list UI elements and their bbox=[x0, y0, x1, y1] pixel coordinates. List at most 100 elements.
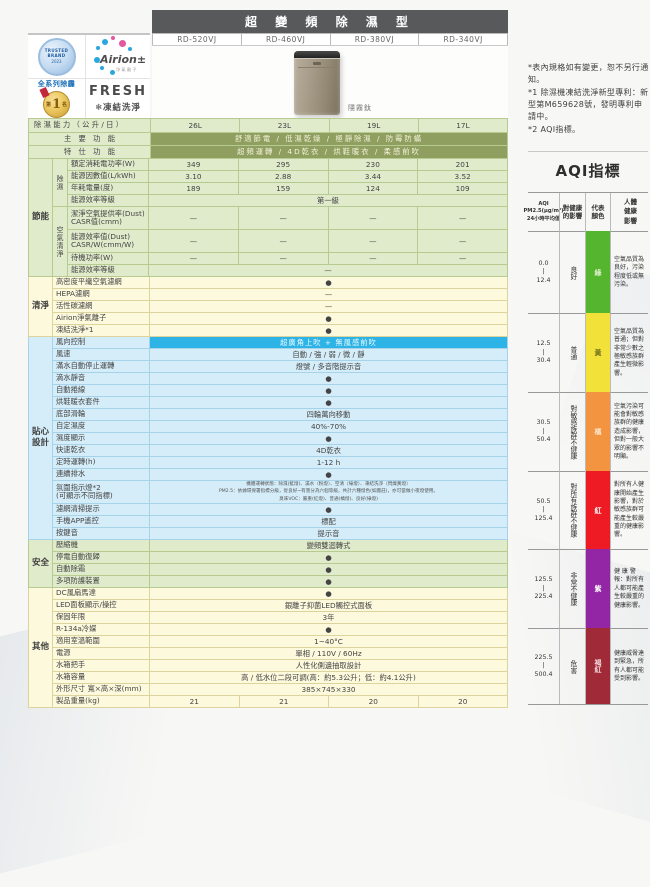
spec-value-cell: — bbox=[327, 230, 418, 252]
airion-dot-icon bbox=[100, 66, 104, 70]
spec-row-label: 濕度顯示 bbox=[56, 433, 86, 443]
spec-value-span: ● bbox=[149, 504, 507, 515]
product-category-title: 超 變 頻 除 濕 型 bbox=[152, 10, 508, 33]
spec-value-span: 40%-70% bbox=[149, 421, 507, 432]
model-names-row: RD-520VJ RD-460VJ RD-380VJ RD-340VJ bbox=[152, 33, 508, 46]
spec-value-cell: — bbox=[417, 230, 507, 252]
spec-row-label: 風向控制 bbox=[56, 337, 86, 347]
aqi-impact-cell: 對敏感族群不健康 bbox=[559, 392, 585, 471]
spec-value-cell: — bbox=[327, 207, 418, 229]
product-color-label: 隱霧鈦 bbox=[348, 104, 372, 112]
spec-value-span: ● bbox=[149, 552, 507, 563]
spec-row-label: 高密度平織空氣濾網 bbox=[56, 277, 122, 287]
spec-value-cell: — bbox=[237, 230, 328, 252]
spec-value-cell: — bbox=[237, 207, 328, 229]
spec-row-label: LED面板顯示/操控 bbox=[56, 600, 117, 610]
fresh-cell: FRESH ❄凍結洗淨 bbox=[86, 79, 150, 118]
spec-row-label: DC風扇馬達 bbox=[56, 588, 96, 598]
aqi-header-row: AQI PM2.5(μg/m³) 24小時平均值 對健康 的影響 代表 顏色 人體 健… bbox=[523, 193, 648, 231]
section-safety: 安全 壓縮機 變頻雙迴轉式 停電自動復歸 ● 自動除霜 ● 多項防護裝置 ● bbox=[28, 540, 508, 588]
spec-value-span: ● bbox=[149, 433, 507, 444]
section-rows: 高密度平織空氣濾網 ● HEPA濾網 — 活性碳濾網 — Airion淨氣離子 ● 凍結洗淨*1… bbox=[53, 277, 507, 337]
spec-row: 特 仕 功 能 超頻運轉 / 4D乾衣 / 烘鞋暖衣 / 柔感前吹 bbox=[29, 146, 507, 159]
spec-value-cell: 3.10 bbox=[148, 171, 238, 182]
spec-value-span: ● bbox=[149, 385, 507, 396]
spec-value-span: 標配 bbox=[149, 516, 507, 527]
spec-row-label: 多項防護裝置 bbox=[56, 576, 100, 586]
spec-values: 21 21 20 20 bbox=[149, 696, 507, 707]
spec-value-cell: 3.52 bbox=[417, 171, 507, 182]
spec-value-span: 單相 / 110V / 60Hz bbox=[149, 648, 507, 659]
spec-row-label: 連續排水 bbox=[56, 469, 86, 479]
aqi-range-cell: 50.5 | 125.4 bbox=[528, 471, 559, 549]
spec-row: 氛圍指示燈*2 (可顯示不同指標) 機體運轉狀態：除濕(藍燈)、滿水（粉燈）、空清… bbox=[53, 481, 507, 504]
spec-value-span: ● bbox=[149, 373, 507, 384]
spec-row: 滿水自動停止運轉 燈號 / 多音階提示音 bbox=[53, 361, 507, 373]
spec-value-span: 人性化側邊抽取設計 bbox=[149, 660, 507, 671]
aqi-range-cell: 12.5 | 30.4 bbox=[528, 313, 559, 392]
spec-value-cell: — bbox=[237, 253, 328, 264]
spec-row: R-134a冷媒 ● bbox=[53, 624, 507, 636]
spec-row-label: 滴水靜音 bbox=[56, 373, 86, 383]
aqi-header-cell: 對健康 的影響 bbox=[559, 193, 585, 231]
spec-row: 手機APP遙控 標配 bbox=[53, 516, 507, 528]
spec-row: 電源 單相 / 110V / 60Hz bbox=[53, 648, 507, 660]
spec-row-label: 滿水自動停止運轉 bbox=[56, 361, 115, 371]
spec-value-span: ● bbox=[149, 624, 507, 635]
spec-values: 349 295 230 201 bbox=[148, 159, 507, 170]
aqi-row: 30.5 | 50.4 對敏感族群不健康橘空氣污染可能會對敏感族群的健康造成影響，… bbox=[528, 392, 648, 471]
spec-value-span: 1~40°C bbox=[149, 636, 507, 647]
spec-table: 除 濕 能 力 （ 公 升 / 日 ） 26L 23L 19L 17L 主 要 功 能 舒適… bbox=[28, 118, 508, 708]
spec-row: 年耗電量(度) 189 159 124 109 bbox=[68, 183, 507, 195]
spec-row: 能源效率等級 — bbox=[68, 265, 507, 277]
spec-value-cell: 21 bbox=[238, 696, 329, 707]
aqi-impact-cell: 危害 bbox=[559, 628, 585, 704]
spec-value-span: ● bbox=[149, 564, 507, 575]
trusted-brand-cell: TRUSTED BRAND 2023 bbox=[28, 35, 86, 79]
aqi-range-cell: 0.0 | 12.4 bbox=[528, 231, 559, 313]
aqi-table: AQI PM2.5(μg/m³) 24小時平均值 對健康 的影響 代表 顏色 人體 健… bbox=[523, 192, 648, 705]
spec-row-label: 能源因數值(L/kWh) bbox=[71, 171, 136, 181]
spec-value-cell: 109 bbox=[417, 183, 507, 194]
spec-row: 壓縮機 變頻雙迴轉式 bbox=[53, 540, 507, 552]
spec-row: 待機功率(W) — — — — bbox=[68, 253, 507, 265]
spec-value-cell: 230 bbox=[327, 159, 418, 170]
aqi-impact-cell: 非常不健康 bbox=[559, 549, 585, 628]
spec-row-label: 能源效率值(Dust) CASR/W(cmm/W) bbox=[71, 231, 135, 249]
spec-value-cell: 17L bbox=[417, 119, 507, 132]
airion-dot-icon bbox=[119, 40, 126, 47]
subsection-rows: 潔淨空氣提供率(Dust) CASR值(cmm) — — — — 能源效率值(Dust) … bbox=[68, 207, 507, 277]
spec-values: — — — — bbox=[148, 207, 507, 229]
spec-row: 製品重量(kg) 21 21 20 20 bbox=[53, 696, 507, 708]
spec-value-cell: — bbox=[417, 253, 507, 264]
spec-row: 潔淨空氣提供率(Dust) CASR值(cmm) — — — — bbox=[68, 207, 507, 230]
model-name: RD-520VJ bbox=[152, 34, 242, 45]
spec-row: 底部滑輪 四輪萬向移動 bbox=[53, 409, 507, 421]
airion-dot-icon bbox=[102, 39, 108, 45]
medal-text: 名 bbox=[62, 102, 68, 108]
aqi-row: 50.5 | 125.4 對所有族群不健康紅對所有人健康開始產生影響，對於敏感族群… bbox=[528, 471, 648, 549]
aqi-header-cell: AQI PM2.5(μg/m³) 24小時平均值 bbox=[523, 201, 564, 222]
fresh-logo: FRESH bbox=[88, 84, 147, 99]
spec-value-span: 高 / 低水位二段可調(高：約5.3公升；低：約4.1公升) bbox=[149, 672, 507, 683]
spec-row: 連續排水 ● bbox=[53, 469, 507, 481]
spec-values: 3.10 2.88 3.44 3.52 bbox=[148, 171, 507, 182]
aqi-color-cell: 紫 bbox=[585, 549, 610, 628]
airion-dot-icon bbox=[94, 57, 100, 63]
spec-value-cell: 295 bbox=[237, 159, 328, 170]
spec-row-label: 待機功率(W) bbox=[71, 253, 114, 263]
spec-row: 能源因數值(L/kWh) 3.10 2.88 3.44 3.52 bbox=[68, 171, 507, 183]
spec-value-span: 變頻雙迴轉式 bbox=[149, 540, 507, 551]
spec-values: 26L 23L 19L 17L bbox=[150, 119, 507, 132]
spec-row: 滴水靜音 ● bbox=[53, 373, 507, 385]
spec-row-label: 手機APP遙控 bbox=[56, 516, 99, 526]
spec-row-label: 自動捲線 bbox=[56, 385, 86, 395]
trusted-brand-text: TRUSTED BRAND bbox=[44, 47, 69, 58]
spec-row-label: 能源效率等級 bbox=[71, 195, 115, 205]
spec-value-span: 舒適節電 / 低濕乾燥 / 極靜除濕 / 防霉防蟎 bbox=[150, 133, 507, 145]
spec-value-span: ● bbox=[149, 469, 507, 480]
aqi-desc-cell: 空氣品質為普通；但對非常少數之極敏感族群產生輕微影響。 bbox=[610, 313, 648, 392]
spec-row: 活性碳濾網 — bbox=[53, 301, 507, 313]
spec-row-label: 烘鞋暖衣套件 bbox=[56, 397, 100, 407]
spec-value-cell: — bbox=[417, 207, 507, 229]
